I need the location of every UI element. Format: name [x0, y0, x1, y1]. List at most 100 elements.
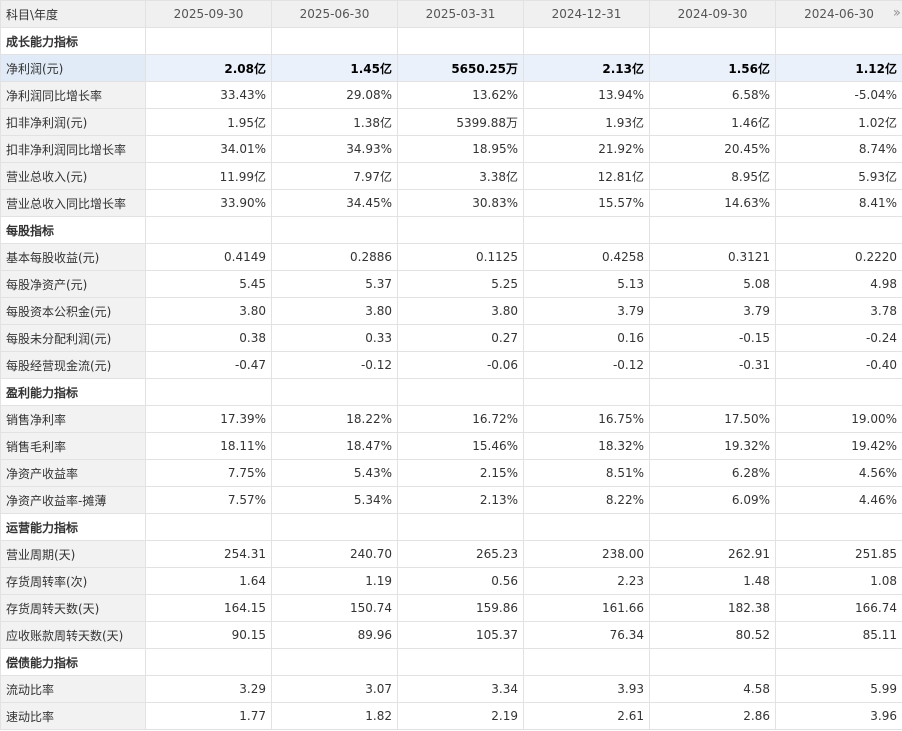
value-cell: 17.50%	[649, 405, 776, 433]
value-cell: -0.40	[775, 351, 902, 379]
section-row: 成长能力指标	[0, 27, 902, 55]
value-cell: 18.47%	[271, 432, 398, 460]
value-cell: 2.08亿	[145, 54, 272, 82]
empty-cell	[775, 216, 902, 244]
empty-cell	[523, 648, 650, 676]
value-cell: 15.57%	[523, 189, 650, 217]
value-cell: 33.43%	[145, 81, 272, 109]
value-cell: -0.24	[775, 324, 902, 352]
value-cell: 7.57%	[145, 486, 272, 514]
empty-cell	[775, 648, 902, 676]
value-cell: 80.52	[649, 621, 776, 649]
value-cell: 8.95亿	[649, 162, 776, 190]
period-header: 2024-12-31	[523, 0, 650, 28]
double-chevron-right-icon[interactable]: ››	[892, 5, 901, 21]
value-cell: 7.97亿	[271, 162, 398, 190]
value-cell: 33.90%	[145, 189, 272, 217]
value-cell: 18.11%	[145, 432, 272, 460]
row-label: 扣非净利润(元)	[0, 108, 146, 136]
table-row: 营业周期(天) 254.31 240.70 265.23 238.00 262.91 251…	[0, 540, 902, 568]
value-cell: 0.27	[397, 324, 524, 352]
empty-cell	[775, 378, 902, 406]
section-title: 运营能力指标	[0, 513, 146, 541]
value-cell: 2.13亿	[523, 54, 650, 82]
row-label: 净资产收益率-摊薄	[0, 486, 146, 514]
value-cell: 5.25	[397, 270, 524, 298]
value-cell: 3.34	[397, 675, 524, 703]
value-cell: 4.58	[649, 675, 776, 703]
table-row: 流动比率 3.29 3.07 3.34 3.93 4.58 5.99	[0, 675, 902, 703]
row-label: 基本每股收益(元)	[0, 243, 146, 271]
value-cell: 0.38	[145, 324, 272, 352]
row-label: 净利润同比增长率	[0, 81, 146, 109]
value-cell: 29.08%	[271, 81, 398, 109]
empty-cell	[523, 378, 650, 406]
row-label: 存货周转天数(天)	[0, 594, 146, 622]
value-cell: 85.11	[775, 621, 902, 649]
value-cell: 105.37	[397, 621, 524, 649]
value-cell: 76.34	[523, 621, 650, 649]
row-label: 净资产收益率	[0, 459, 146, 487]
empty-cell	[397, 648, 524, 676]
row-label: 存货周转率(次)	[0, 567, 146, 595]
row-label: 每股资本公积金(元)	[0, 297, 146, 325]
value-cell: 4.46%	[775, 486, 902, 514]
value-cell: 16.72%	[397, 405, 524, 433]
value-cell: 3.80	[271, 297, 398, 325]
value-cell: 3.38亿	[397, 162, 524, 190]
section-title: 偿债能力指标	[0, 648, 146, 676]
value-cell: 3.80	[145, 297, 272, 325]
value-cell: 8.74%	[775, 135, 902, 163]
row-label: 扣非净利润同比增长率	[0, 135, 146, 163]
value-cell: 13.94%	[523, 81, 650, 109]
value-cell: 1.82	[271, 702, 398, 730]
value-cell: 262.91	[649, 540, 776, 568]
value-cell: 1.08	[775, 567, 902, 595]
empty-cell	[145, 513, 272, 541]
value-cell: 20.45%	[649, 135, 776, 163]
value-cell: 2.23	[523, 567, 650, 595]
value-cell: 5.34%	[271, 486, 398, 514]
value-cell: 13.62%	[397, 81, 524, 109]
value-cell: 1.02亿	[775, 108, 902, 136]
value-cell: 1.77	[145, 702, 272, 730]
value-cell: 1.12亿	[775, 54, 902, 82]
period-header: 2025-03-31	[397, 0, 524, 28]
empty-cell	[397, 27, 524, 55]
value-cell: 15.46%	[397, 432, 524, 460]
value-cell: -0.15	[649, 324, 776, 352]
row-label: 净利润(元)	[0, 54, 146, 82]
value-cell: 2.86	[649, 702, 776, 730]
value-cell: 164.15	[145, 594, 272, 622]
value-cell: 265.23	[397, 540, 524, 568]
row-label: 销售净利率	[0, 405, 146, 433]
value-cell: 19.42%	[775, 432, 902, 460]
empty-cell	[649, 216, 776, 244]
value-cell: 34.93%	[271, 135, 398, 163]
value-cell: 5.08	[649, 270, 776, 298]
value-cell: 17.39%	[145, 405, 272, 433]
table-row: 销售净利率 17.39% 18.22% 16.72% 16.75% 17.50% 19.00…	[0, 405, 902, 433]
value-cell: 161.66	[523, 594, 650, 622]
value-cell: -5.04%	[775, 81, 902, 109]
value-cell: 5.43%	[271, 459, 398, 487]
value-cell: 3.96	[775, 702, 902, 730]
value-cell: 30.83%	[397, 189, 524, 217]
value-cell: 0.2886	[271, 243, 398, 271]
row-label: 销售毛利率	[0, 432, 146, 460]
value-cell: 159.86	[397, 594, 524, 622]
empty-cell	[649, 513, 776, 541]
value-cell: 5399.88万	[397, 108, 524, 136]
value-cell: 1.38亿	[271, 108, 398, 136]
empty-cell	[271, 27, 398, 55]
value-cell: 3.80	[397, 297, 524, 325]
section-title: 盈利能力指标	[0, 378, 146, 406]
value-cell: 18.22%	[271, 405, 398, 433]
value-cell: 5.45	[145, 270, 272, 298]
empty-cell	[145, 216, 272, 244]
value-cell: 8.51%	[523, 459, 650, 487]
table-row: 营业总收入(元) 11.99亿 7.97亿 3.38亿 12.81亿 8.95亿 5.93亿	[0, 162, 902, 190]
empty-cell	[523, 27, 650, 55]
section-title: 成长能力指标	[0, 27, 146, 55]
empty-cell	[145, 27, 272, 55]
